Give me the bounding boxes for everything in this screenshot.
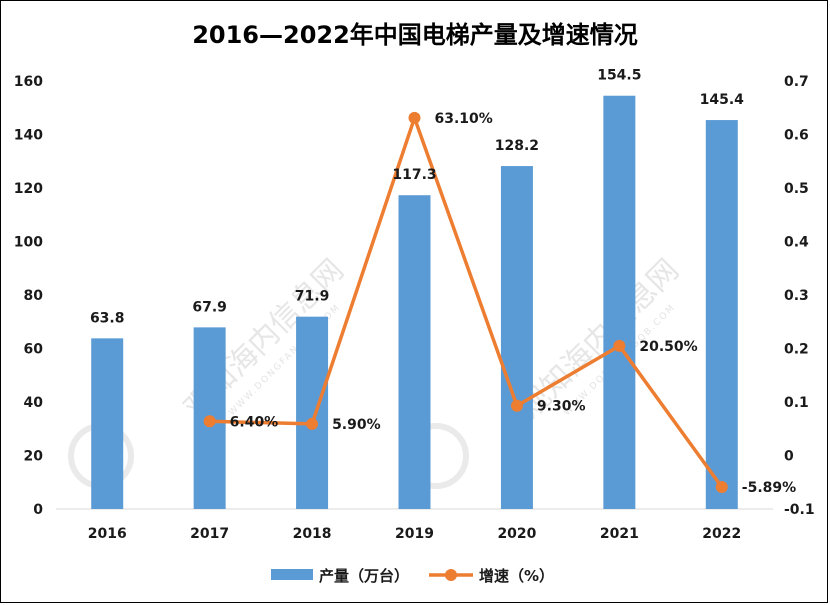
bars-layer (91, 95, 738, 510)
chart-title: 2016—2022年中国电梯产量及增速情况 (192, 21, 638, 49)
growth-point (408, 111, 421, 124)
y-right-tick-label: 0.3 (784, 288, 809, 304)
y-left-tick-label: 60 (24, 342, 44, 358)
x-tick-label: 2017 (190, 526, 229, 542)
y-right-tick-label: 0.7 (784, 74, 809, 90)
y-left-tick-label: 40 (24, 395, 44, 411)
legend: 产量（万台） 增速（%） (271, 567, 554, 585)
bar (398, 195, 431, 509)
legend-label-bar: 产量（万台） (319, 567, 409, 585)
bar (91, 338, 124, 509)
growth-point (306, 417, 319, 430)
x-tick-label: 2020 (497, 526, 536, 542)
y-right-tick-label: 0.5 (784, 181, 809, 197)
bar (296, 316, 329, 509)
bar-data-label: 63.8 (90, 310, 125, 326)
bar-data-label: 117.3 (392, 167, 436, 183)
bar-data-label: 145.4 (700, 92, 745, 108)
x-tick-label: 2022 (702, 526, 741, 542)
bar (705, 120, 738, 510)
growth-data-label: 9.30% (537, 399, 586, 415)
y-right-tick-label: 0.6 (784, 128, 809, 144)
y-right-tick-label: 0.1 (784, 395, 809, 411)
legend-swatch-marker (445, 569, 457, 581)
bar (603, 95, 636, 510)
y-right-tick-label: 0.4 (784, 235, 809, 251)
y-left-tick-label: 140 (14, 128, 43, 144)
legend-label-line: 增速（%） (479, 567, 554, 585)
axes-layer: 0 20 40 60 80 100 120 140 160 -0.1 0 0.1 0.2 0.3 0.4 0.… (14, 74, 815, 542)
y-right-tick-label: -0.1 (784, 502, 815, 518)
growth-data-label: -5.89% (742, 480, 796, 496)
growth-data-label: 63.10% (435, 111, 493, 127)
y-left-tick-label: 160 (14, 74, 43, 90)
y-left-tick-label: 0 (33, 502, 43, 518)
x-tick-label: 2018 (293, 526, 332, 542)
legend-swatch-bar (271, 569, 313, 580)
x-tick-label: 2019 (395, 526, 434, 542)
x-tick-label: 2016 (88, 526, 127, 542)
y-left-tick-label: 20 (24, 449, 44, 465)
y-left-tick-label: 80 (24, 288, 44, 304)
growth-point (510, 399, 523, 412)
labels-layer: 63.8 67.9 71.9 117.3 128.2 154.5 145.4 6.40% 5.9… (90, 68, 796, 496)
y-left-tick-label: 100 (14, 235, 43, 251)
line-layer (203, 111, 728, 494)
bar-data-label: 128.2 (495, 138, 539, 154)
bar-data-label: 154.5 (597, 68, 641, 84)
growth-data-label: 6.40% (230, 414, 279, 430)
growth-point (613, 339, 626, 352)
bar-data-label: 67.9 (192, 299, 227, 315)
x-tick-label: 2021 (600, 526, 639, 542)
bar-data-label: 71.9 (295, 289, 330, 305)
growth-line (209, 116, 724, 489)
bar (500, 166, 533, 509)
growth-point (715, 481, 728, 494)
y-left-tick-label: 120 (14, 181, 43, 197)
y-right-tick-label: 0 (784, 449, 794, 465)
y-right-tick-label: 0.2 (784, 342, 809, 358)
growth-data-label: 5.90% (332, 417, 381, 433)
growth-point (203, 415, 216, 428)
growth-data-label: 20.50% (639, 339, 697, 355)
